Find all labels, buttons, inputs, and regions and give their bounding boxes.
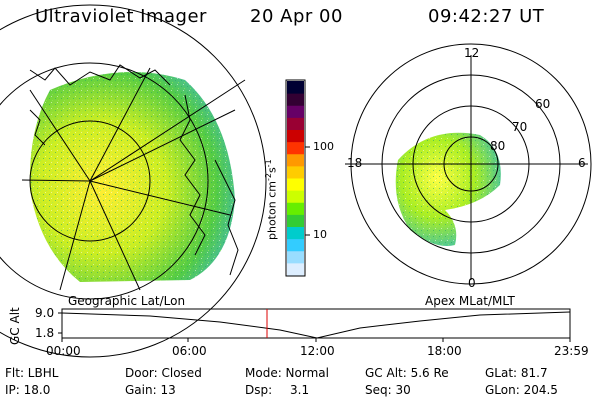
time-tick-1: 06:00 [172, 344, 207, 358]
apex-label: Apex MLat/MLT [425, 294, 515, 308]
glat-info: GLat: 81.7 [485, 366, 548, 380]
gain-info: Gain: 13 [125, 383, 176, 397]
lat-60-label: 60 [535, 97, 551, 111]
colorbar-unit: photon cm-2s-1 [264, 159, 279, 240]
colorbar-band [287, 190, 304, 203]
colorbar-band [287, 250, 304, 264]
colorbar-band [287, 117, 304, 130]
colorbar-unit-exp1: -2 [264, 173, 273, 182]
colorbar-band [287, 214, 304, 227]
gcalt-info: GC Alt: 5.6 Re [365, 366, 449, 380]
colorbar-unit-exp2: -1 [264, 159, 273, 168]
time-tick-3: 18:00 [427, 344, 462, 358]
colorbar-band [287, 202, 304, 215]
time-tick-0: 00:00 [46, 344, 81, 358]
mode-info: Mode: Normal [245, 366, 329, 380]
seq-info: Seq: 30 [365, 383, 411, 397]
colorbar-band [287, 226, 304, 240]
date-label: 20 Apr 00 [250, 6, 343, 27]
dsp-value: 3.1 [290, 383, 310, 397]
geographic-label: Geographic Lat/Lon [68, 294, 186, 308]
polar-plot [345, 43, 592, 285]
glon-info: GLon: 204.5 [485, 383, 558, 397]
mlt-18-label: 18 [347, 156, 363, 170]
mlt-6-label: 6 [578, 156, 586, 170]
lat-80-label: 80 [490, 139, 506, 153]
mlt-0-label: 0 [468, 276, 476, 290]
colorbar [285, 79, 310, 277]
colorbar-band [287, 141, 304, 155]
colorbar-band [287, 153, 304, 167]
colorbar-unit-s: s [265, 167, 279, 174]
colorbar-band [287, 93, 304, 106]
colorbar-band [287, 81, 304, 94]
mlt-12-label: 12 [464, 46, 480, 60]
gc-alt-bottom-value: 1.8 [35, 326, 55, 340]
geographic-image [0, 4, 267, 358]
colorbar-tick-10: 10 [313, 228, 327, 241]
colorbar-tick-100: 100 [313, 140, 334, 153]
colorbar-band [287, 262, 304, 276]
dsp-info: Dsp: [245, 383, 273, 397]
ip-info: IP: 18.0 [5, 383, 51, 397]
gc-alt-axis-label: GC Alt [8, 307, 22, 345]
colorbar-band [287, 165, 304, 179]
timeline-plot [58, 308, 571, 342]
door-info: Door: Closed [125, 366, 202, 380]
lat-70-label: 70 [512, 120, 528, 134]
colorbar-band [287, 238, 304, 252]
flt-info: Flt: LBHL [5, 366, 59, 380]
colorbar-band [287, 105, 304, 118]
colorbar-band [287, 178, 304, 191]
time-tick-4: 23:59 [554, 344, 589, 358]
colorbar-band [287, 129, 304, 143]
time-tick-2: 12:00 [300, 344, 335, 358]
app-title: Ultraviolet Imager [35, 6, 207, 27]
time-label: 09:42:27 UT [428, 6, 545, 27]
colorbar-unit-text: photon cm [265, 181, 279, 240]
gc-alt-top-value: 9.0 [35, 306, 55, 320]
